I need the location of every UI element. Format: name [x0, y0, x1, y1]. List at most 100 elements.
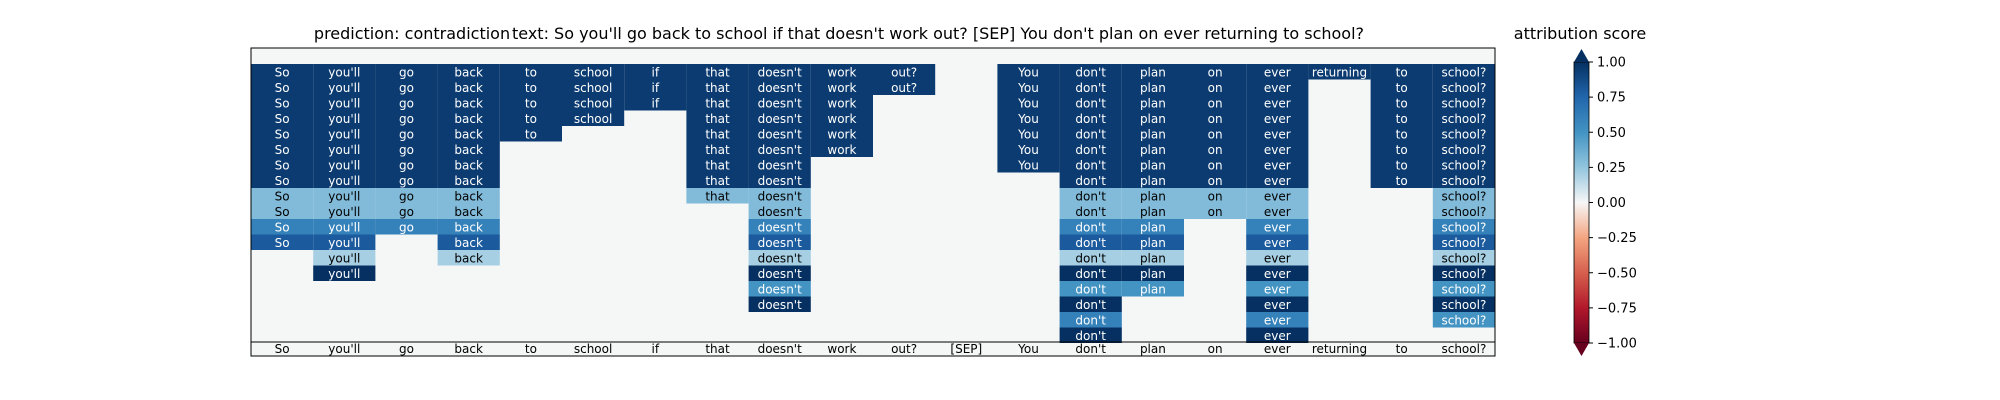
colorbar-tick-label: −0.50: [1597, 266, 1637, 281]
cell-token-label: ever: [1264, 236, 1291, 250]
heatmap-cell: [748, 296, 811, 312]
cell-token-label: you'll: [328, 205, 360, 219]
cell-token-label: if: [652, 81, 660, 95]
cell-token-label: you'll: [328, 65, 360, 79]
heatmap-cell: [624, 64, 687, 80]
heatmap-cell: [1059, 157, 1122, 173]
cell-token-label: ever: [1264, 313, 1291, 327]
heatmap-cell: [1246, 64, 1309, 80]
token-axis-label: [SEP]: [950, 342, 982, 356]
cell-token-label: doesn't: [758, 298, 802, 312]
cell-token-label: school?: [1441, 174, 1486, 188]
heatmap-cell: [313, 203, 376, 219]
cell-token-label: ever: [1264, 65, 1291, 79]
heatmap-cell: [437, 188, 500, 204]
heatmap-cell: [748, 79, 811, 95]
cell-token-label: school?: [1441, 267, 1486, 281]
cell-token-label: you'll: [328, 251, 360, 265]
heatmap-cell: [997, 157, 1060, 173]
cell-token-label: go: [399, 81, 414, 95]
cell-token-label: back: [454, 220, 483, 234]
cell-token-label: go: [399, 112, 414, 126]
heatmap-cell: [686, 141, 749, 157]
cell-token-label: to: [525, 127, 537, 141]
colorbar-tick-label: −1.00: [1597, 337, 1637, 352]
cell-token-label: don't: [1075, 267, 1106, 281]
cell-token-label: on: [1208, 158, 1223, 172]
cell-token-label: school?: [1441, 205, 1486, 219]
cell-token-label: ever: [1264, 205, 1291, 219]
heatmap-cell: [437, 110, 500, 126]
cell-token-label: You: [1017, 96, 1039, 110]
heatmap-cell: [1246, 95, 1309, 111]
cell-token-label: to: [525, 65, 537, 79]
cell-token-label: that: [705, 143, 730, 157]
heatmap-cell: [1121, 95, 1184, 111]
cell-token-label: school?: [1441, 251, 1486, 265]
cell-token-label: that: [705, 65, 730, 79]
cell-token-label: don't: [1075, 143, 1106, 157]
heatmap-cell: [251, 172, 314, 188]
colorbar-tick-label: 0.25: [1597, 161, 1626, 176]
cell-token-label: doesn't: [758, 81, 802, 95]
cell-token-label: You: [1017, 127, 1039, 141]
cell-token-label: don't: [1075, 65, 1106, 79]
cell-token-label: don't: [1075, 298, 1106, 312]
heatmap-cell: [624, 79, 687, 95]
heatmap-cell: [313, 79, 376, 95]
cell-token-label: plan: [1140, 282, 1166, 296]
heatmap-cell: [562, 95, 625, 111]
heatmap-cell: [1370, 95, 1433, 111]
cell-token-label: don't: [1075, 158, 1106, 172]
heatmap-cell: [1059, 110, 1122, 126]
cell-token-label: if: [652, 96, 660, 110]
heatmap-cell: [748, 172, 811, 188]
heatmap-cell: [1432, 64, 1495, 80]
cell-token-label: back: [454, 65, 483, 79]
heatmap-cell: [1184, 203, 1247, 219]
cell-token-label: ever: [1264, 127, 1291, 141]
cell-token-label: to: [1396, 65, 1408, 79]
cell-token-label: work: [827, 143, 856, 157]
cell-token-label: to: [525, 81, 537, 95]
heatmap-cell: [1121, 157, 1184, 173]
cell-token-label: doesn't: [758, 158, 802, 172]
heatmap-cell: [1059, 265, 1122, 281]
cell-token-label: doesn't: [758, 236, 802, 250]
cell-token-label: back: [454, 189, 483, 203]
heatmap-cell: [313, 172, 376, 188]
colorbar: 1.00 0.75 0.50 0.25 0.00 −0.25 −0.50 −0.75 −1.00: [1573, 49, 1637, 356]
heatmap-cell: [313, 265, 376, 281]
heatmap-cell: [313, 219, 376, 235]
heatmap-cell: [997, 141, 1060, 157]
cell-token-label: on: [1208, 143, 1223, 157]
cell-token-label: plan: [1140, 65, 1166, 79]
heatmap-cell: [1184, 157, 1247, 173]
cell-token-label: doesn't: [758, 143, 802, 157]
heatmap-cell: [1121, 203, 1184, 219]
cell-token-label: plan: [1140, 127, 1166, 141]
cell-token-label: go: [399, 65, 414, 79]
cell-token-label: that: [705, 96, 730, 110]
heatmap-cell: [562, 64, 625, 80]
heatmap-cell: [375, 110, 438, 126]
colorbar-gradient: [1573, 61, 1590, 344]
heatmap-cell: [1059, 327, 1122, 343]
heatmap-cell: [1432, 157, 1495, 173]
cell-token-label: ever: [1264, 329, 1291, 343]
cell-token-label: you'll: [328, 267, 360, 281]
cell-token-label: So: [275, 112, 290, 126]
cell-token-label: back: [454, 143, 483, 157]
heatmap-cell: [748, 265, 811, 281]
heatmap-cell: [1432, 188, 1495, 204]
heatmap-cell: [1059, 126, 1122, 142]
heatmap-cell: [251, 79, 314, 95]
heatmap-cell: [1059, 203, 1122, 219]
heatmap-cell: [1246, 188, 1309, 204]
cell-token-label: don't: [1075, 282, 1106, 296]
cell-token-label: doesn't: [758, 112, 802, 126]
heatmap-cell: [1059, 281, 1122, 297]
cell-token-label: doesn't: [758, 267, 802, 281]
cell-token-label: doesn't: [758, 220, 802, 234]
